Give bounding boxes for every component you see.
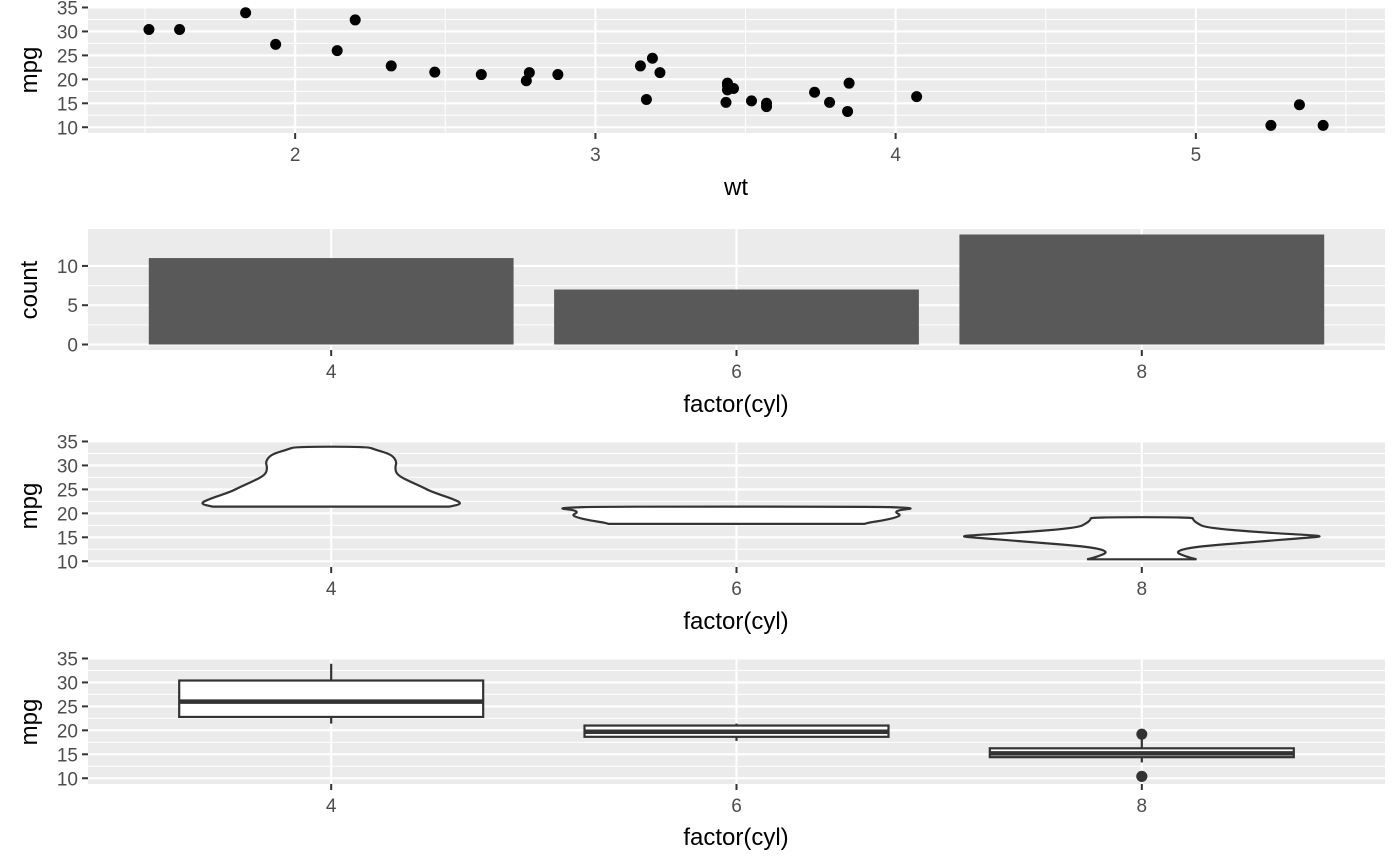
x-tick-label: 6 xyxy=(731,362,742,383)
bar-x-axis-title: factor(cyl) xyxy=(683,391,788,418)
scatter-point xyxy=(809,86,821,98)
y-tick-label: 20 xyxy=(57,721,78,742)
bar-axes: 0 5 10 4 6 8 xyxy=(57,257,1147,383)
y-tick-label: 30 xyxy=(57,456,78,477)
scatter-point xyxy=(1265,119,1277,131)
violin-axes: 10 15 20 25 30 35 4 6 8 xyxy=(57,432,1147,600)
scatter-point xyxy=(270,38,282,50)
x-tick-label: 3 xyxy=(590,145,601,166)
scatter-axes: 10 15 20 25 30 35 2 3 4 5 xyxy=(57,0,1201,166)
violin-y-axis-title: mpg xyxy=(16,483,43,530)
scatter-point xyxy=(842,105,854,117)
x-tick-label: 4 xyxy=(326,579,337,600)
x-tick-label: 2 xyxy=(290,145,301,166)
y-tick-label: 5 xyxy=(67,296,78,317)
x-tick-label: 8 xyxy=(1137,362,1148,383)
scatter-panel: 10 15 20 25 30 35 2 3 4 5 wt mpg xyxy=(16,0,1385,201)
box-outlier xyxy=(1136,728,1148,740)
y-tick-label: 0 xyxy=(67,336,78,357)
scatter-point xyxy=(721,84,733,96)
y-tick-label: 25 xyxy=(57,697,78,718)
scatter-point xyxy=(746,95,758,107)
scatter-point xyxy=(349,14,361,26)
box-outlier xyxy=(1136,770,1148,782)
bar-6 xyxy=(554,289,919,345)
y-tick-label: 10 xyxy=(57,257,78,278)
scatter-points xyxy=(143,7,1329,131)
violin-panel: 10 15 20 25 30 35 4 6 8 factor(cyl) mpg xyxy=(16,432,1385,635)
y-tick-label: 15 xyxy=(57,94,78,115)
y-tick-label: 20 xyxy=(57,70,78,91)
scatter-point xyxy=(552,69,564,81)
violin-6 xyxy=(561,505,912,525)
x-tick-label: 6 xyxy=(731,796,742,817)
boxplot-boxes xyxy=(178,663,1295,782)
y-tick-label: 30 xyxy=(57,673,78,694)
scatter-point xyxy=(646,52,658,64)
scatter-point xyxy=(761,97,773,109)
y-tick-label: 15 xyxy=(57,745,78,766)
boxplot-x-axis-title: factor(cyl) xyxy=(683,824,788,851)
scatter-point xyxy=(720,96,732,108)
y-tick-label: 15 xyxy=(57,528,78,549)
scatter-point xyxy=(843,77,855,89)
scatter-point xyxy=(331,45,343,57)
scatter-point xyxy=(523,67,535,79)
y-tick-label: 25 xyxy=(57,46,78,67)
boxplot-panel: 10 15 20 25 30 35 4 6 8 factor(cyl) mpg xyxy=(16,649,1385,851)
y-tick-label: 10 xyxy=(57,552,78,573)
x-tick-label: 8 xyxy=(1137,796,1148,817)
scatter-y-axis-title: mpg xyxy=(16,47,43,94)
scatter-plot-background xyxy=(88,7,1385,133)
scatter-point xyxy=(824,96,836,108)
scatter-point xyxy=(240,7,252,19)
x-tick-label: 8 xyxy=(1137,579,1148,600)
scatter-point xyxy=(475,69,487,81)
y-tick-label: 35 xyxy=(57,0,78,19)
x-tick-label: 6 xyxy=(731,579,742,600)
violin-8 xyxy=(962,516,1321,561)
scatter-point xyxy=(143,24,155,36)
x-tick-label: 4 xyxy=(326,796,337,817)
y-tick-label: 30 xyxy=(57,22,78,43)
boxplot-y-axis-title: mpg xyxy=(16,699,43,746)
x-tick-label: 4 xyxy=(326,362,337,383)
x-tick-label: 5 xyxy=(1191,145,1202,166)
bar-panel: 0 5 10 4 6 8 factor(cyl) count xyxy=(16,229,1385,418)
scatter-point xyxy=(1293,99,1305,111)
violin-4 xyxy=(201,445,461,508)
scatter-grid xyxy=(88,6,1385,133)
scatter-point xyxy=(654,67,666,79)
bar-4 xyxy=(148,258,514,345)
scatter-x-axis-title: wt xyxy=(723,174,748,201)
violin-shapes xyxy=(201,445,1321,561)
scatter-point xyxy=(174,24,186,36)
boxplot-axes: 10 15 20 25 30 35 4 6 8 xyxy=(57,649,1147,817)
box-4 xyxy=(178,679,485,719)
y-tick-label: 35 xyxy=(57,649,78,670)
y-tick-label: 10 xyxy=(57,769,78,790)
scatter-point xyxy=(1317,119,1329,131)
y-tick-label: 25 xyxy=(57,480,78,501)
scatter-point xyxy=(640,93,652,105)
scatter-point xyxy=(429,66,441,78)
bar-y-axis-title: count xyxy=(16,260,43,319)
x-tick-label: 4 xyxy=(890,145,901,166)
y-tick-label: 20 xyxy=(57,504,78,525)
scatter-point xyxy=(634,60,646,72)
y-tick-label: 10 xyxy=(57,118,78,139)
scatter-point xyxy=(385,60,397,72)
bar-8 xyxy=(959,234,1325,345)
bar-bars xyxy=(148,234,1325,345)
scatter-point xyxy=(911,91,923,103)
y-tick-label: 35 xyxy=(57,432,78,453)
violin-x-axis-title: factor(cyl) xyxy=(683,608,788,635)
